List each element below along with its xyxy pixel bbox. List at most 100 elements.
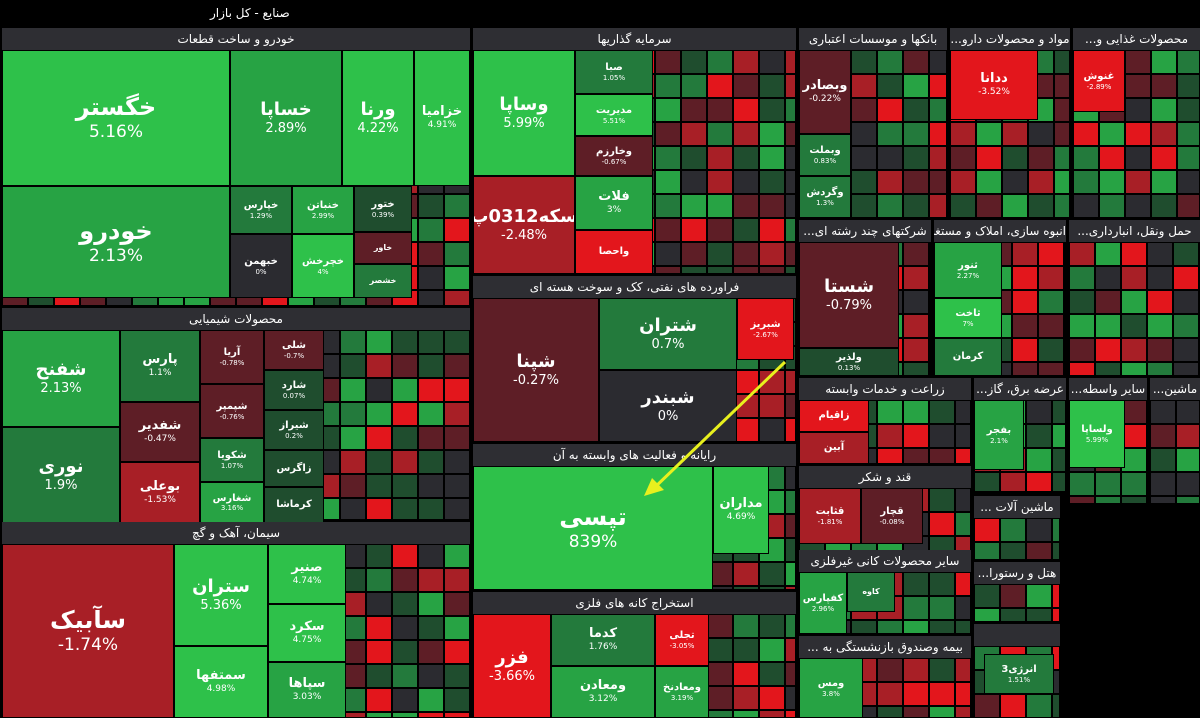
minor-symbol-tile[interactable] [366, 592, 392, 616]
minor-symbol-tile[interactable] [955, 488, 971, 512]
minor-symbol-tile[interactable] [1064, 314, 1066, 338]
minor-symbol-tile[interactable] [1026, 518, 1052, 542]
minor-symbol-tile[interactable] [929, 146, 947, 170]
minor-symbol-tile[interactable] [733, 638, 759, 662]
sector-header[interactable]: بانکها و موسسات اعتباری [799, 28, 947, 50]
minor-symbol-tile[interactable] [444, 640, 470, 664]
minor-symbol-tile[interactable] [366, 640, 392, 664]
symbol-tile[interactable]: شغارس 3.16% [200, 482, 264, 523]
symbol-tile[interactable]: پارس 1.1% [120, 330, 200, 402]
symbol-tile[interactable]: خساپا 2.89% [230, 50, 342, 186]
minor-symbol-tile[interactable] [877, 146, 903, 170]
minor-symbol-tile[interactable] [877, 620, 903, 634]
sector-header[interactable]: خودرو و ساخت قطعات [2, 28, 470, 50]
minor-symbol-tile[interactable] [955, 424, 971, 448]
symbol-tile[interactable]: وبملت 0.83% [799, 134, 851, 176]
minor-symbol-tile[interactable] [1177, 170, 1200, 194]
minor-symbol-tile[interactable] [707, 662, 733, 686]
symbol-tile[interactable]: خبهمن 0% [230, 234, 292, 298]
minor-symbol-tile[interactable] [366, 330, 392, 354]
symbol-tile[interactable]: سپاها 3.03% [268, 662, 346, 718]
sector-header[interactable]: فراورده های نفتی، کک و سوخت هسته ای [473, 276, 796, 298]
minor-symbol-tile[interactable] [903, 146, 929, 170]
minor-symbol-tile[interactable] [733, 662, 759, 686]
minor-symbol-tile[interactable] [903, 74, 929, 98]
minor-symbol-tile[interactable] [444, 426, 470, 450]
symbol-tile[interactable]: قثابت -1.81% [799, 488, 861, 544]
sector-header[interactable]: عرضه برق، گاز... [974, 378, 1066, 400]
minor-symbol-tile[interactable] [1064, 338, 1066, 362]
minor-symbol-tile[interactable] [366, 426, 392, 450]
minor-symbol-tile[interactable] [1054, 122, 1070, 146]
symbol-tile[interactable]: ختور 0.39% [354, 186, 412, 232]
minor-symbol-tile[interactable] [1099, 122, 1125, 146]
minor-symbol-tile[interactable] [655, 266, 681, 274]
minor-symbol-tile[interactable] [785, 638, 796, 662]
symbol-tile[interactable]: سمتفها 4.98% [174, 646, 268, 718]
minor-symbol-tile[interactable] [903, 596, 929, 620]
minor-symbol-tile[interactable] [418, 242, 444, 266]
minor-symbol-tile[interactable] [392, 402, 418, 426]
minor-symbol-tile[interactable] [877, 448, 903, 464]
symbol-tile[interactable]: خودرو 2.13% [2, 186, 230, 298]
minor-symbol-tile[interactable] [1150, 448, 1176, 472]
minor-symbol-tile[interactable] [366, 712, 392, 718]
minor-symbol-tile[interactable] [1176, 424, 1200, 448]
minor-symbol-tile[interactable] [1026, 694, 1052, 718]
minor-symbol-tile[interactable] [1176, 400, 1200, 424]
minor-symbol-tile[interactable] [444, 218, 470, 242]
minor-symbol-tile[interactable] [444, 688, 470, 712]
minor-symbol-tile[interactable] [418, 218, 444, 242]
minor-symbol-tile[interactable] [1064, 362, 1066, 376]
minor-symbol-tile[interactable] [1177, 122, 1200, 146]
minor-symbol-tile[interactable] [1026, 608, 1052, 622]
minor-symbol-tile[interactable] [1026, 472, 1052, 492]
minor-symbol-tile[interactable] [877, 170, 903, 194]
minor-symbol-tile[interactable] [366, 378, 392, 402]
minor-symbol-tile[interactable] [1069, 338, 1095, 362]
symbol-tile[interactable]: شبندر 0% [599, 370, 737, 442]
minor-symbol-tile[interactable] [903, 448, 929, 464]
minor-symbol-tile[interactable] [785, 466, 796, 490]
minor-symbol-tile[interactable] [929, 170, 947, 194]
minor-symbol-tile[interactable] [681, 194, 707, 218]
minor-symbol-tile[interactable] [418, 330, 444, 354]
minor-symbol-tile[interactable] [733, 710, 759, 718]
minor-symbol-tile[interactable] [1121, 472, 1147, 496]
minor-symbol-tile[interactable] [929, 620, 955, 634]
minor-symbol-tile[interactable] [733, 194, 759, 218]
symbol-tile[interactable]: شفنح 2.13% [2, 330, 120, 427]
minor-symbol-tile[interactable] [785, 170, 796, 194]
minor-symbol-tile[interactable] [1095, 242, 1121, 266]
minor-symbol-tile[interactable] [785, 98, 796, 122]
minor-symbol-tile[interactable] [1151, 50, 1177, 74]
minor-symbol-tile[interactable] [1012, 266, 1038, 290]
minor-symbol-tile[interactable] [1069, 472, 1095, 496]
minor-symbol-tile[interactable] [976, 194, 1002, 218]
minor-symbol-tile[interactable] [785, 218, 796, 242]
minor-symbol-tile[interactable] [759, 662, 785, 686]
minor-symbol-tile[interactable] [366, 498, 392, 520]
minor-symbol-tile[interactable] [707, 686, 733, 710]
minor-symbol-tile[interactable] [1069, 496, 1095, 504]
minor-symbol-tile[interactable] [785, 242, 796, 266]
minor-symbol-tile[interactable] [851, 50, 877, 74]
minor-symbol-tile[interactable] [366, 402, 392, 426]
sector-header[interactable]: ماشین آلات ... [974, 496, 1060, 518]
minor-symbol-tile[interactable] [707, 614, 733, 638]
minor-symbol-tile[interactable] [955, 706, 971, 718]
symbol-tile[interactable]: سآبیک -1.74% [2, 544, 174, 718]
minor-symbol-tile[interactable] [418, 568, 444, 592]
minor-symbol-tile[interactable] [1000, 694, 1026, 718]
minor-symbol-tile[interactable] [785, 74, 796, 98]
sector-header[interactable]: زراعت و خدمات وابسته [799, 378, 971, 400]
minor-symbol-tile[interactable] [877, 122, 903, 146]
symbol-tile[interactable]: صبا 1.05% [575, 50, 653, 94]
symbol-tile[interactable]: کفپارس 2.96% [799, 572, 847, 634]
minor-symbol-tile[interactable] [1147, 314, 1173, 338]
minor-symbol-tile[interactable] [974, 542, 1000, 560]
minor-symbol-tile[interactable] [785, 370, 796, 394]
minor-symbol-tile[interactable] [1121, 400, 1147, 424]
minor-symbol-tile[interactable] [444, 290, 470, 306]
minor-symbol-tile[interactable] [733, 122, 759, 146]
